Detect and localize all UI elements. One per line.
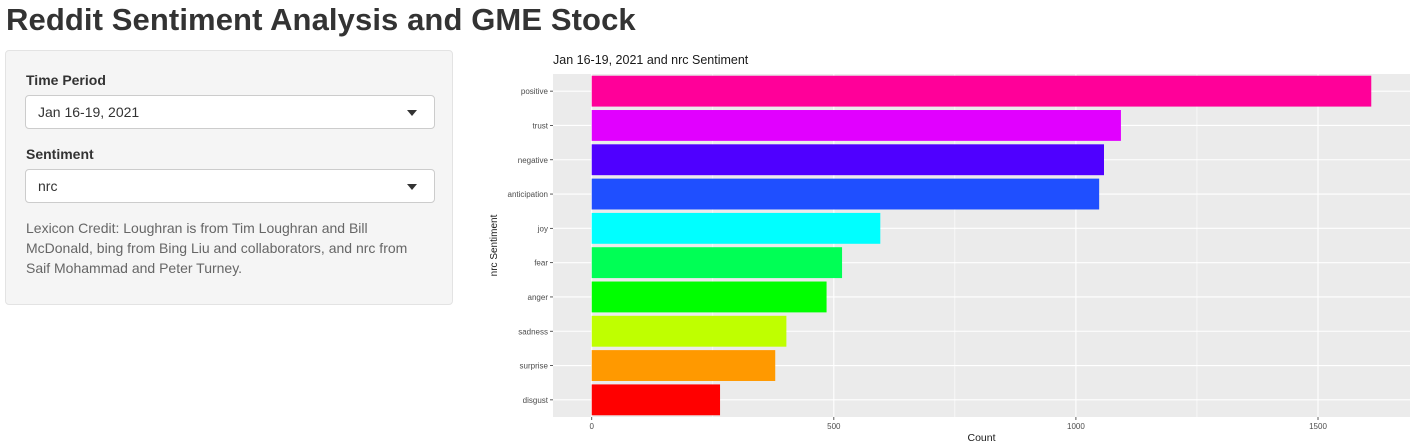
y-tick-label: positive: [521, 87, 549, 96]
page-title: Reddit Sentiment Analysis and GME Stock: [6, 2, 636, 37]
time-period-value: Jan 16-19, 2021: [38, 104, 140, 120]
bar-fear: [591, 247, 843, 279]
y-tick-label: negative: [518, 156, 549, 165]
bar-anger: [591, 281, 827, 313]
y-tick-label: trust: [532, 121, 548, 130]
sentiment-select[interactable]: nrc: [25, 169, 435, 203]
sentiment-bar-chart: positive trust negative anticipation joy fear…: [489, 74, 1410, 444]
x-tick-label: 1500: [1309, 422, 1327, 431]
bar-negative: [591, 144, 1104, 176]
y-tick-label: joy: [537, 224, 548, 233]
bar-anticipation: [591, 178, 1100, 210]
chevron-down-icon: [407, 110, 417, 116]
bar-positive: [591, 75, 1372, 107]
time-period-label: Time Period: [26, 72, 106, 88]
y-tick-label: disgust: [523, 396, 549, 405]
bar-sadness: [591, 315, 787, 347]
time-period-select[interactable]: Jan 16-19, 2021: [25, 95, 435, 129]
y-axis: positive trust negative anticipation joy fear…: [508, 87, 553, 405]
y-tick-label: anticipation: [508, 190, 548, 199]
y-tick-label: anger: [528, 293, 549, 302]
y-tick-label: surprise: [520, 362, 549, 371]
x-tick-label: 1000: [1067, 422, 1085, 431]
chart-title: Jan 16-19, 2021 and nrc Sentiment: [553, 53, 749, 67]
y-axis-label: nrc Sentiment: [489, 214, 500, 276]
y-tick-label: sadness: [518, 327, 548, 336]
bars: [591, 75, 1372, 416]
x-axis-label: Count: [967, 432, 995, 444]
x-axis: 0 500 1000 1500: [590, 417, 1327, 431]
bar-trust: [591, 110, 1121, 141]
x-tick-label: 500: [827, 422, 841, 431]
x-tick-label: 0: [590, 422, 595, 431]
bar-disgust: [591, 384, 721, 416]
sentiment-value: nrc: [38, 178, 58, 194]
sentiment-label: Sentiment: [26, 146, 94, 162]
sidebar-panel: Time Period Jan 16-19, 2021 Sentiment nr…: [5, 50, 453, 305]
y-tick-label: fear: [534, 259, 548, 268]
lexicon-credit-text: Lexicon Credit: Loughran is from Tim Lou…: [26, 220, 408, 276]
bar-surprise: [591, 350, 776, 381]
bar-joy: [591, 212, 881, 244]
chevron-down-icon: [407, 184, 417, 190]
